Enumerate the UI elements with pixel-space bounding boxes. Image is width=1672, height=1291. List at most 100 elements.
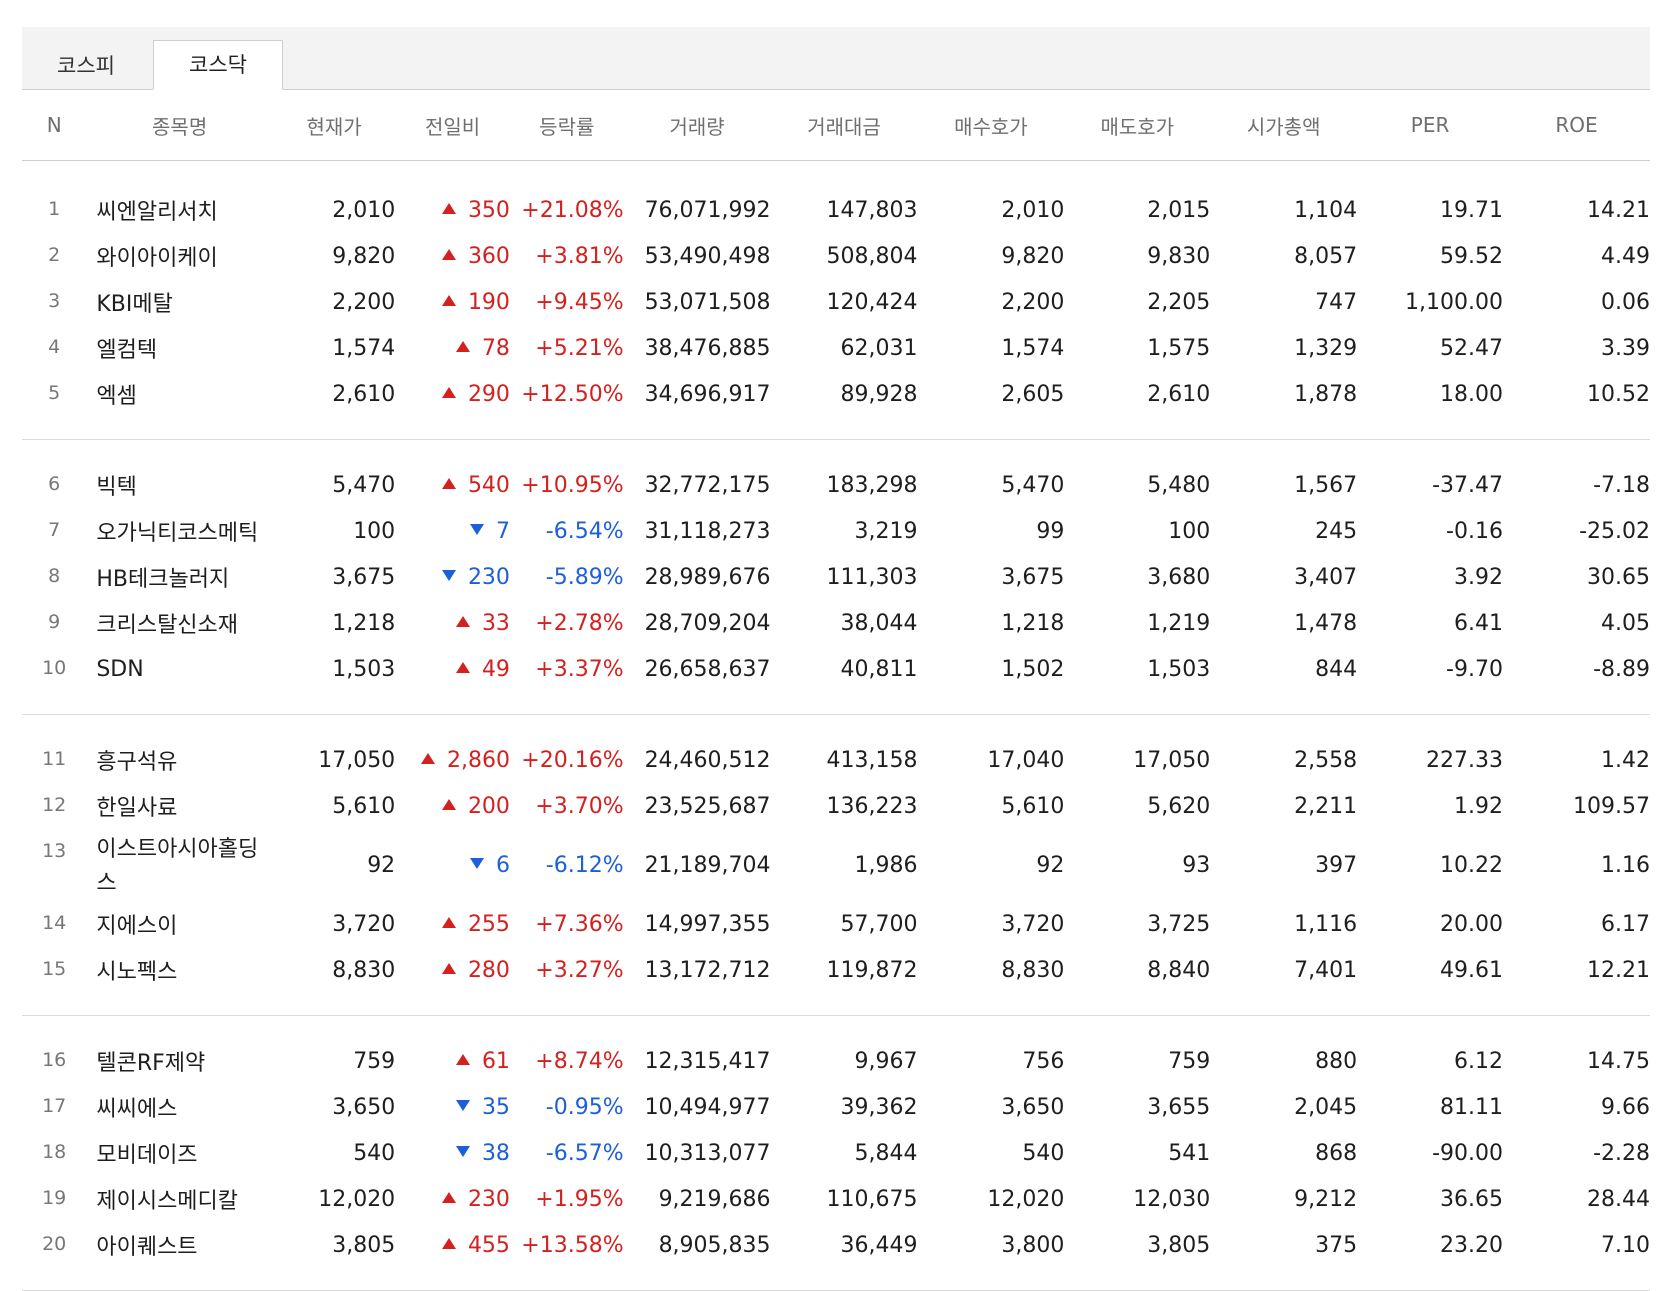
current-price: 92	[273, 829, 395, 901]
bid-price: 9,820	[917, 233, 1064, 279]
change-rate: +3.37%	[510, 646, 624, 692]
header-col-per: PER	[1357, 90, 1503, 161]
ask-price: 3,725	[1064, 901, 1210, 947]
stock-name-link[interactable]: 한일사료	[86, 783, 273, 829]
market-cap: 245	[1210, 508, 1357, 554]
stock-name-link[interactable]: 엑셈	[86, 371, 273, 417]
market-cap: 2,045	[1210, 1084, 1357, 1130]
change-rate: -6.54%	[510, 508, 624, 554]
stock-name-link[interactable]: 빅텍	[86, 462, 273, 508]
rank-number: 16	[22, 1038, 86, 1084]
stock-name-link[interactable]: 씨씨에스	[86, 1084, 273, 1130]
ask-price: 541	[1064, 1130, 1210, 1176]
stock-name-link[interactable]: 아이퀘스트	[86, 1222, 273, 1268]
stock-name-link[interactable]: 모비데이즈	[86, 1130, 273, 1176]
rank-number: 2	[22, 233, 86, 279]
stock-name-link[interactable]: 지에스이	[86, 901, 273, 947]
per-value: 6.12	[1357, 1038, 1503, 1084]
spacer-cell	[22, 715, 1650, 737]
market-cap: 375	[1210, 1222, 1357, 1268]
stock-name-link[interactable]: 시노펙스	[86, 947, 273, 993]
header-col-ask: 매도호가	[1064, 90, 1210, 161]
ask-price: 1,503	[1064, 646, 1210, 692]
trading-amount: 62,031	[771, 325, 918, 371]
stock-name-link[interactable]: 텔콘RF제약	[86, 1038, 273, 1084]
change-rate: +3.81%	[510, 233, 624, 279]
row-spacer	[22, 161, 1650, 188]
market-cap: 7,401	[1210, 947, 1357, 993]
tab-kospi[interactable]: 코스피	[22, 42, 150, 90]
bid-price: 5,610	[917, 783, 1064, 829]
trading-amount: 5,844	[771, 1130, 918, 1176]
market-cap: 1,104	[1210, 187, 1357, 233]
stock-name-link[interactable]: 제이시스메디칼	[86, 1176, 273, 1222]
triangle-up-icon	[442, 478, 456, 489]
stock-name-link[interactable]: 씨엔알리서치	[86, 187, 273, 233]
triangle-up-icon	[442, 249, 456, 260]
per-value: 6.41	[1357, 600, 1503, 646]
price-change-value: 7	[496, 519, 510, 544]
triangle-down-icon	[456, 1146, 470, 1157]
trading-amount: 38,044	[771, 600, 918, 646]
current-price: 1,503	[273, 646, 395, 692]
trading-amount: 119,872	[771, 947, 918, 993]
change-rate: -0.95%	[510, 1084, 624, 1130]
current-price: 759	[273, 1038, 395, 1084]
price-change: 78	[395, 325, 510, 371]
trading-volume: 32,772,175	[624, 462, 771, 508]
stock-name-link[interactable]: 크리스탈신소재	[86, 600, 273, 646]
roe-value: 3.39	[1503, 325, 1650, 371]
trading-volume: 21,189,704	[624, 829, 771, 901]
current-price: 1,218	[273, 600, 395, 646]
trading-amount: 57,700	[771, 901, 918, 947]
stock-name-link[interactable]: 오가닉티코스메틱	[86, 508, 273, 554]
rank-number: 13	[22, 829, 86, 901]
price-change-value: 61	[482, 1049, 510, 1074]
stock-name-link[interactable]: 엘컴텍	[86, 325, 273, 371]
spacer-cell	[22, 417, 1650, 440]
stock-name-link[interactable]: 이스트아시아홀딩스	[86, 829, 273, 901]
price-change: 360	[395, 233, 510, 279]
roe-value: -7.18	[1503, 462, 1650, 508]
stock-name-link[interactable]: KBI메탈	[86, 279, 273, 325]
stock-name-link[interactable]: 흥구석유	[86, 737, 273, 783]
change-rate: +3.70%	[510, 783, 624, 829]
stock-name-link[interactable]: HB테크놀러지	[86, 554, 273, 600]
trading-volume: 28,989,676	[624, 554, 771, 600]
roe-value: 7.10	[1503, 1222, 1650, 1268]
price-change-value: 360	[468, 244, 510, 269]
roe-value: 28.44	[1503, 1176, 1650, 1222]
current-price: 9,820	[273, 233, 395, 279]
ask-price: 17,050	[1064, 737, 1210, 783]
price-change: 7	[395, 508, 510, 554]
tab-kosdaq[interactable]: 코스닥	[153, 40, 283, 90]
change-rate: +9.45%	[510, 279, 624, 325]
per-value: -37.47	[1357, 462, 1503, 508]
stock-name-link[interactable]: SDN	[86, 646, 273, 692]
stock-name-link[interactable]: 와이아이케이	[86, 233, 273, 279]
price-change-value: 280	[468, 958, 510, 983]
trading-volume: 34,696,917	[624, 371, 771, 417]
